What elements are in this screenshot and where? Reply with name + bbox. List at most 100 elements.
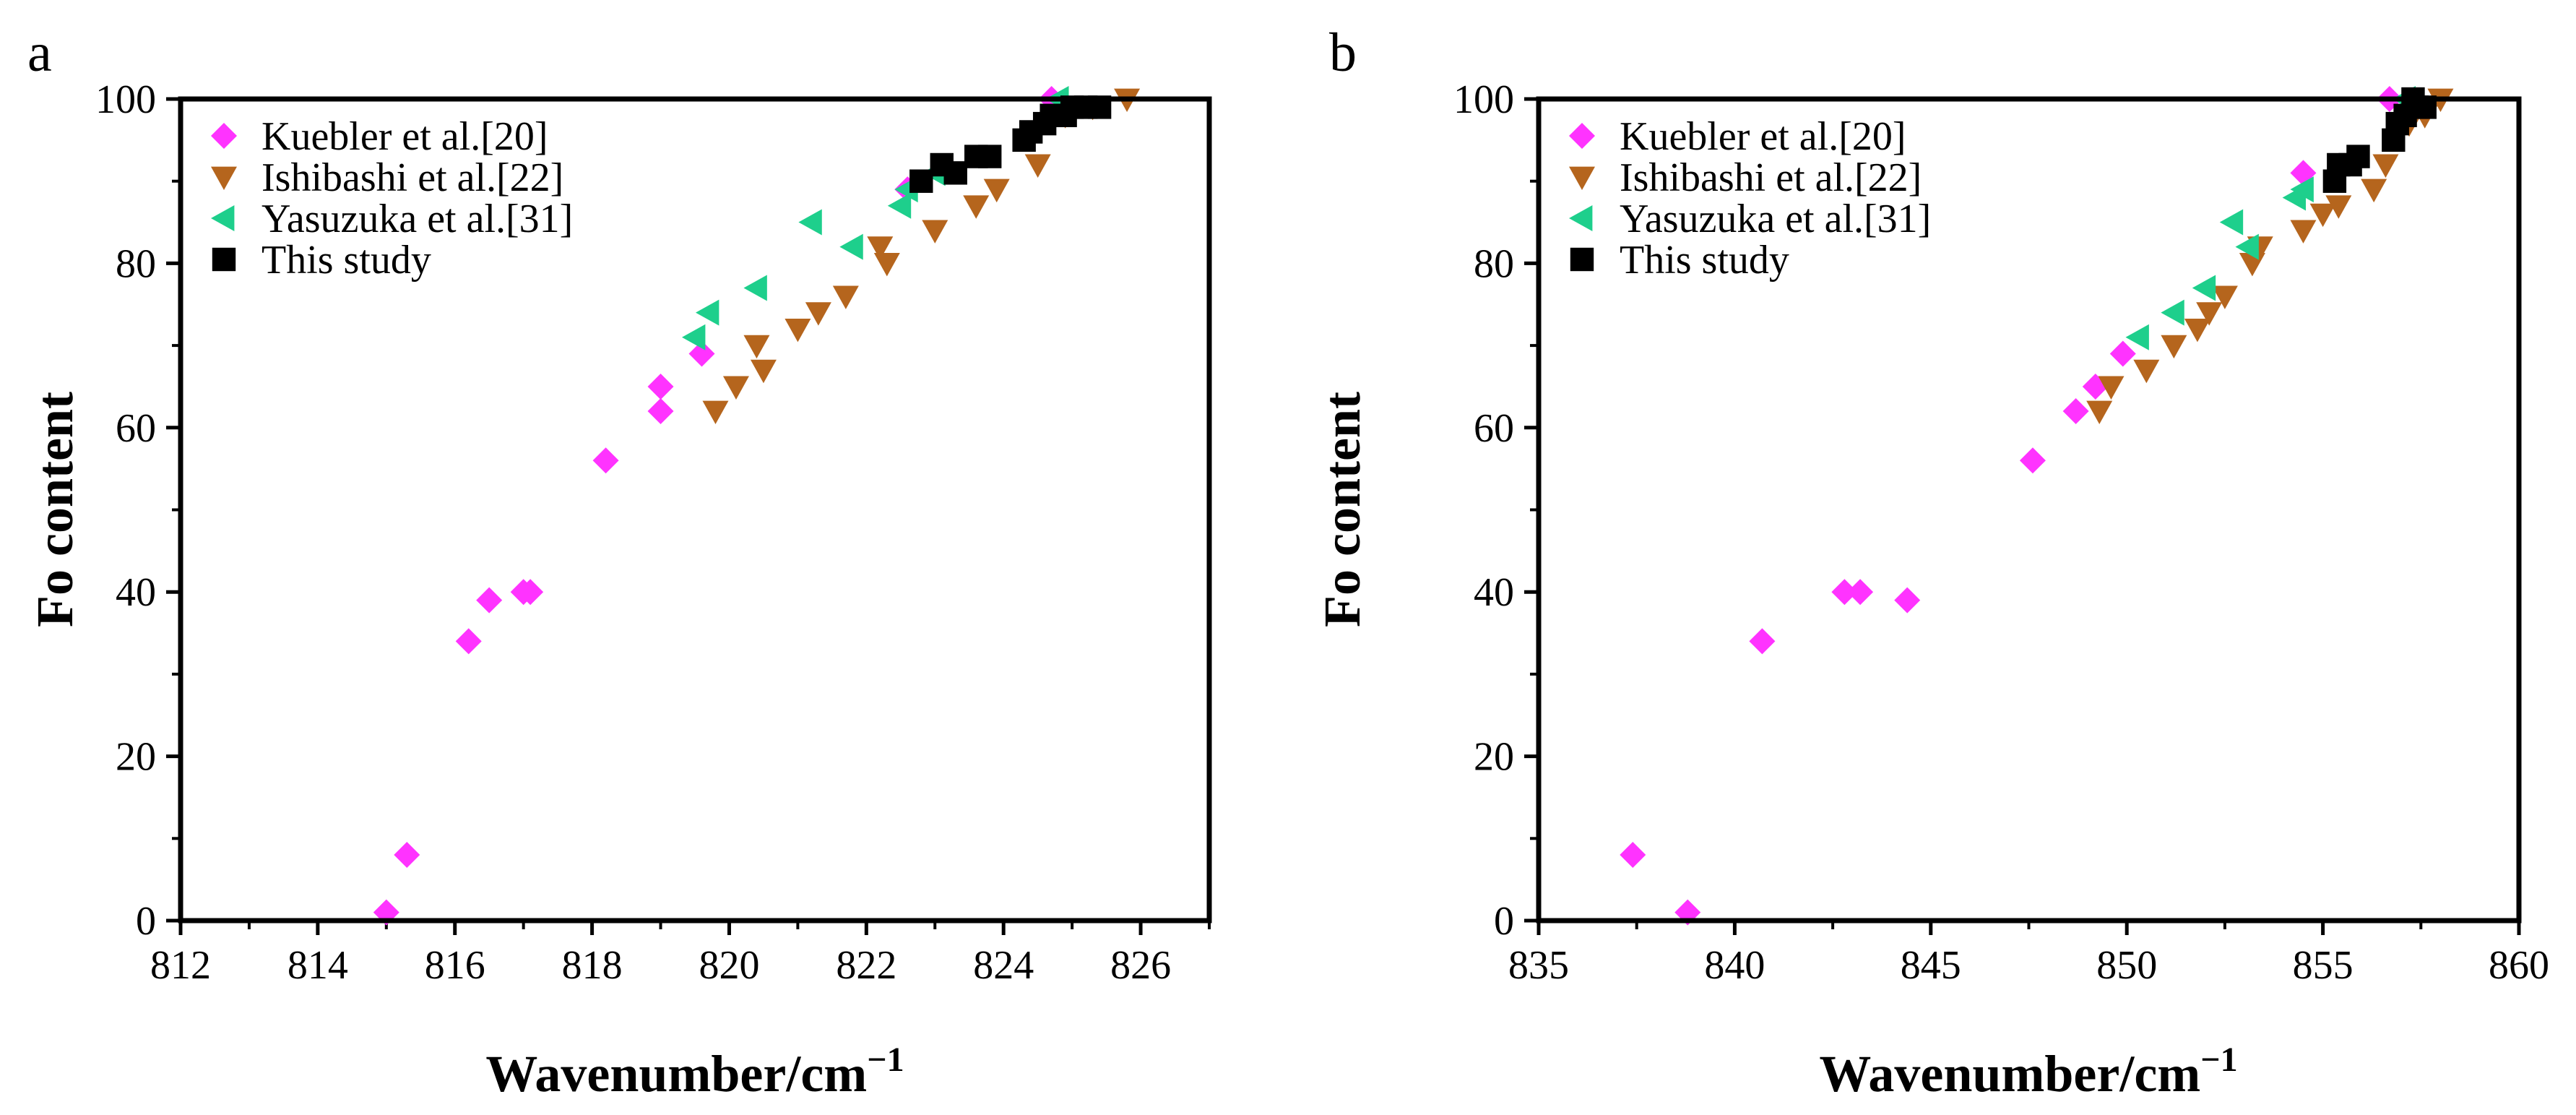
data-point-square	[2346, 145, 2370, 168]
data-point-triangle-down	[2290, 220, 2317, 244]
x-tick-label: 840	[1704, 943, 1765, 988]
data-point-diamond	[476, 587, 503, 614]
data-point-triangle-left	[2219, 209, 2244, 236]
y-tick-label: 80	[116, 241, 156, 286]
data-point-triangle-down	[2325, 195, 2352, 219]
data-point-triangle-down	[2184, 318, 2210, 343]
data-point-diamond	[1620, 842, 1646, 869]
y-tick-label: 100	[95, 77, 156, 122]
legend-label: Kuebler et al.[20]	[262, 114, 548, 159]
data-point-triangle-left	[2125, 324, 2149, 350]
data-point-diamond	[1749, 628, 1776, 655]
x-tick-label: 845	[1901, 943, 1961, 988]
x-tick-label: 835	[1508, 943, 1569, 988]
legend-marker-triangle-down	[211, 166, 237, 190]
panel-letter: b	[1329, 22, 1357, 83]
legend-marker-square	[212, 247, 236, 272]
data-point-triangle-left	[695, 299, 719, 326]
x-tick-label: 812	[150, 943, 211, 988]
data-point-triangle-down	[922, 220, 948, 244]
data-point-triangle-down	[2309, 203, 2336, 228]
panel-letter: a	[27, 22, 52, 83]
data-point-triangle-left	[2192, 275, 2216, 301]
data-point-square	[978, 145, 1002, 168]
data-point-triangle-down	[873, 253, 900, 277]
y-tick-label: 60	[116, 406, 156, 451]
data-point-diamond	[455, 628, 482, 655]
data-point-diamond	[1894, 587, 1921, 614]
x-tick-label: 822	[836, 943, 896, 988]
x-tick-label: 818	[562, 943, 623, 988]
legend-label: Kuebler et al.[20]	[1620, 114, 1906, 159]
plot-frame	[178, 96, 1212, 924]
data-point-diamond	[394, 842, 420, 869]
data-point-diamond	[592, 447, 619, 474]
legend-marker-triangle-down	[1569, 166, 1595, 190]
legend-marker-square	[1570, 247, 1594, 272]
y-tick-label: 0	[136, 899, 156, 944]
y-tick-label: 60	[1474, 406, 1514, 451]
chart-panel-a: a 812 814 816 818 820 822 824 826 0 20 40 60 80 100 K…	[26, 22, 1212, 1103]
data-point-triangle-down	[867, 236, 894, 260]
legend-label: This study	[262, 238, 431, 283]
data-point-diamond	[2019, 447, 2046, 474]
data-point-triangle-down	[750, 359, 777, 384]
data-point-triangle-down	[963, 195, 990, 219]
legend-marker-diamond	[1569, 123, 1595, 149]
data-point-triangle-down	[2372, 154, 2399, 178]
legend-label: Yasuzuka et al.[31]	[262, 197, 573, 241]
data-point-triangle-down	[2211, 285, 2238, 309]
y-axis-title: Fo content	[1313, 392, 1371, 627]
chart-panel-b: b 835 840 845 850 855 860 0 20 40 60 80 100 Kuebler…	[1313, 22, 2549, 1103]
data-point-triangle-down	[702, 400, 729, 425]
data-point-triangle-left	[798, 209, 822, 236]
legend-label: Yasuzuka et al.[31]	[1620, 197, 1931, 241]
data-point-diamond	[1831, 579, 1858, 606]
data-point-triangle-down	[2133, 359, 2160, 384]
data-point-triangle-left	[743, 275, 767, 301]
x-tick-label: 824	[973, 943, 1034, 988]
legend-marker-triangle-left	[211, 205, 235, 231]
y-axis-title: Fo content	[26, 392, 84, 627]
x-axis-title: Wavenumber/cm−1	[1819, 1041, 2237, 1103]
x-tick-label: 820	[699, 943, 759, 988]
data-point-triangle-left	[2161, 299, 2184, 326]
data-point-diamond	[1847, 579, 1874, 606]
data-point-triangle-left	[2235, 233, 2259, 260]
data-point-triangle-down	[1024, 154, 1051, 178]
data-point-diamond	[517, 579, 544, 606]
data-point-square	[943, 161, 967, 185]
data-point-triangle-left	[839, 233, 863, 260]
y-tick-label: 80	[1474, 241, 1514, 286]
legend-label: Ishibashi et al.[22]	[262, 155, 563, 200]
data-point-triangle-down	[2098, 376, 2125, 400]
x-axis-title: Wavenumber/cm−1	[485, 1041, 904, 1103]
data-point-diamond	[647, 373, 674, 400]
x-tick-label: 860	[2489, 943, 2549, 988]
y-tick-label: 40	[116, 570, 156, 615]
x-tick-label: 855	[2293, 943, 2354, 988]
data-point-triangle-down	[2086, 400, 2113, 425]
data-point-diamond	[688, 340, 715, 367]
data-point-triangle-down	[2239, 253, 2265, 277]
x-tick-label: 826	[1110, 943, 1171, 988]
data-point-triangle-down	[2196, 302, 2223, 326]
data-point-square	[909, 169, 933, 193]
x-tick-label: 816	[425, 943, 485, 988]
data-point-triangle-down	[2161, 335, 2187, 359]
data-point-triangle-down	[743, 335, 770, 359]
x-tick-label: 850	[2096, 943, 2157, 988]
y-tick-label: 40	[1474, 570, 1514, 615]
legend-marker-diamond	[211, 123, 237, 149]
data-point-triangle-left	[2290, 176, 2314, 203]
data-point-triangle-left	[682, 324, 706, 350]
y-tick-label: 20	[116, 735, 156, 780]
data-point-triangle-down	[983, 178, 1010, 203]
data-point-triangle-down	[805, 302, 831, 326]
legend-label: Ishibashi et al.[22]	[1620, 155, 1922, 200]
data-point-triangle-down	[2361, 178, 2387, 203]
data-point-triangle-down	[832, 285, 859, 309]
legend-marker-triangle-left	[1569, 205, 1593, 231]
data-point-diamond	[2062, 398, 2089, 425]
